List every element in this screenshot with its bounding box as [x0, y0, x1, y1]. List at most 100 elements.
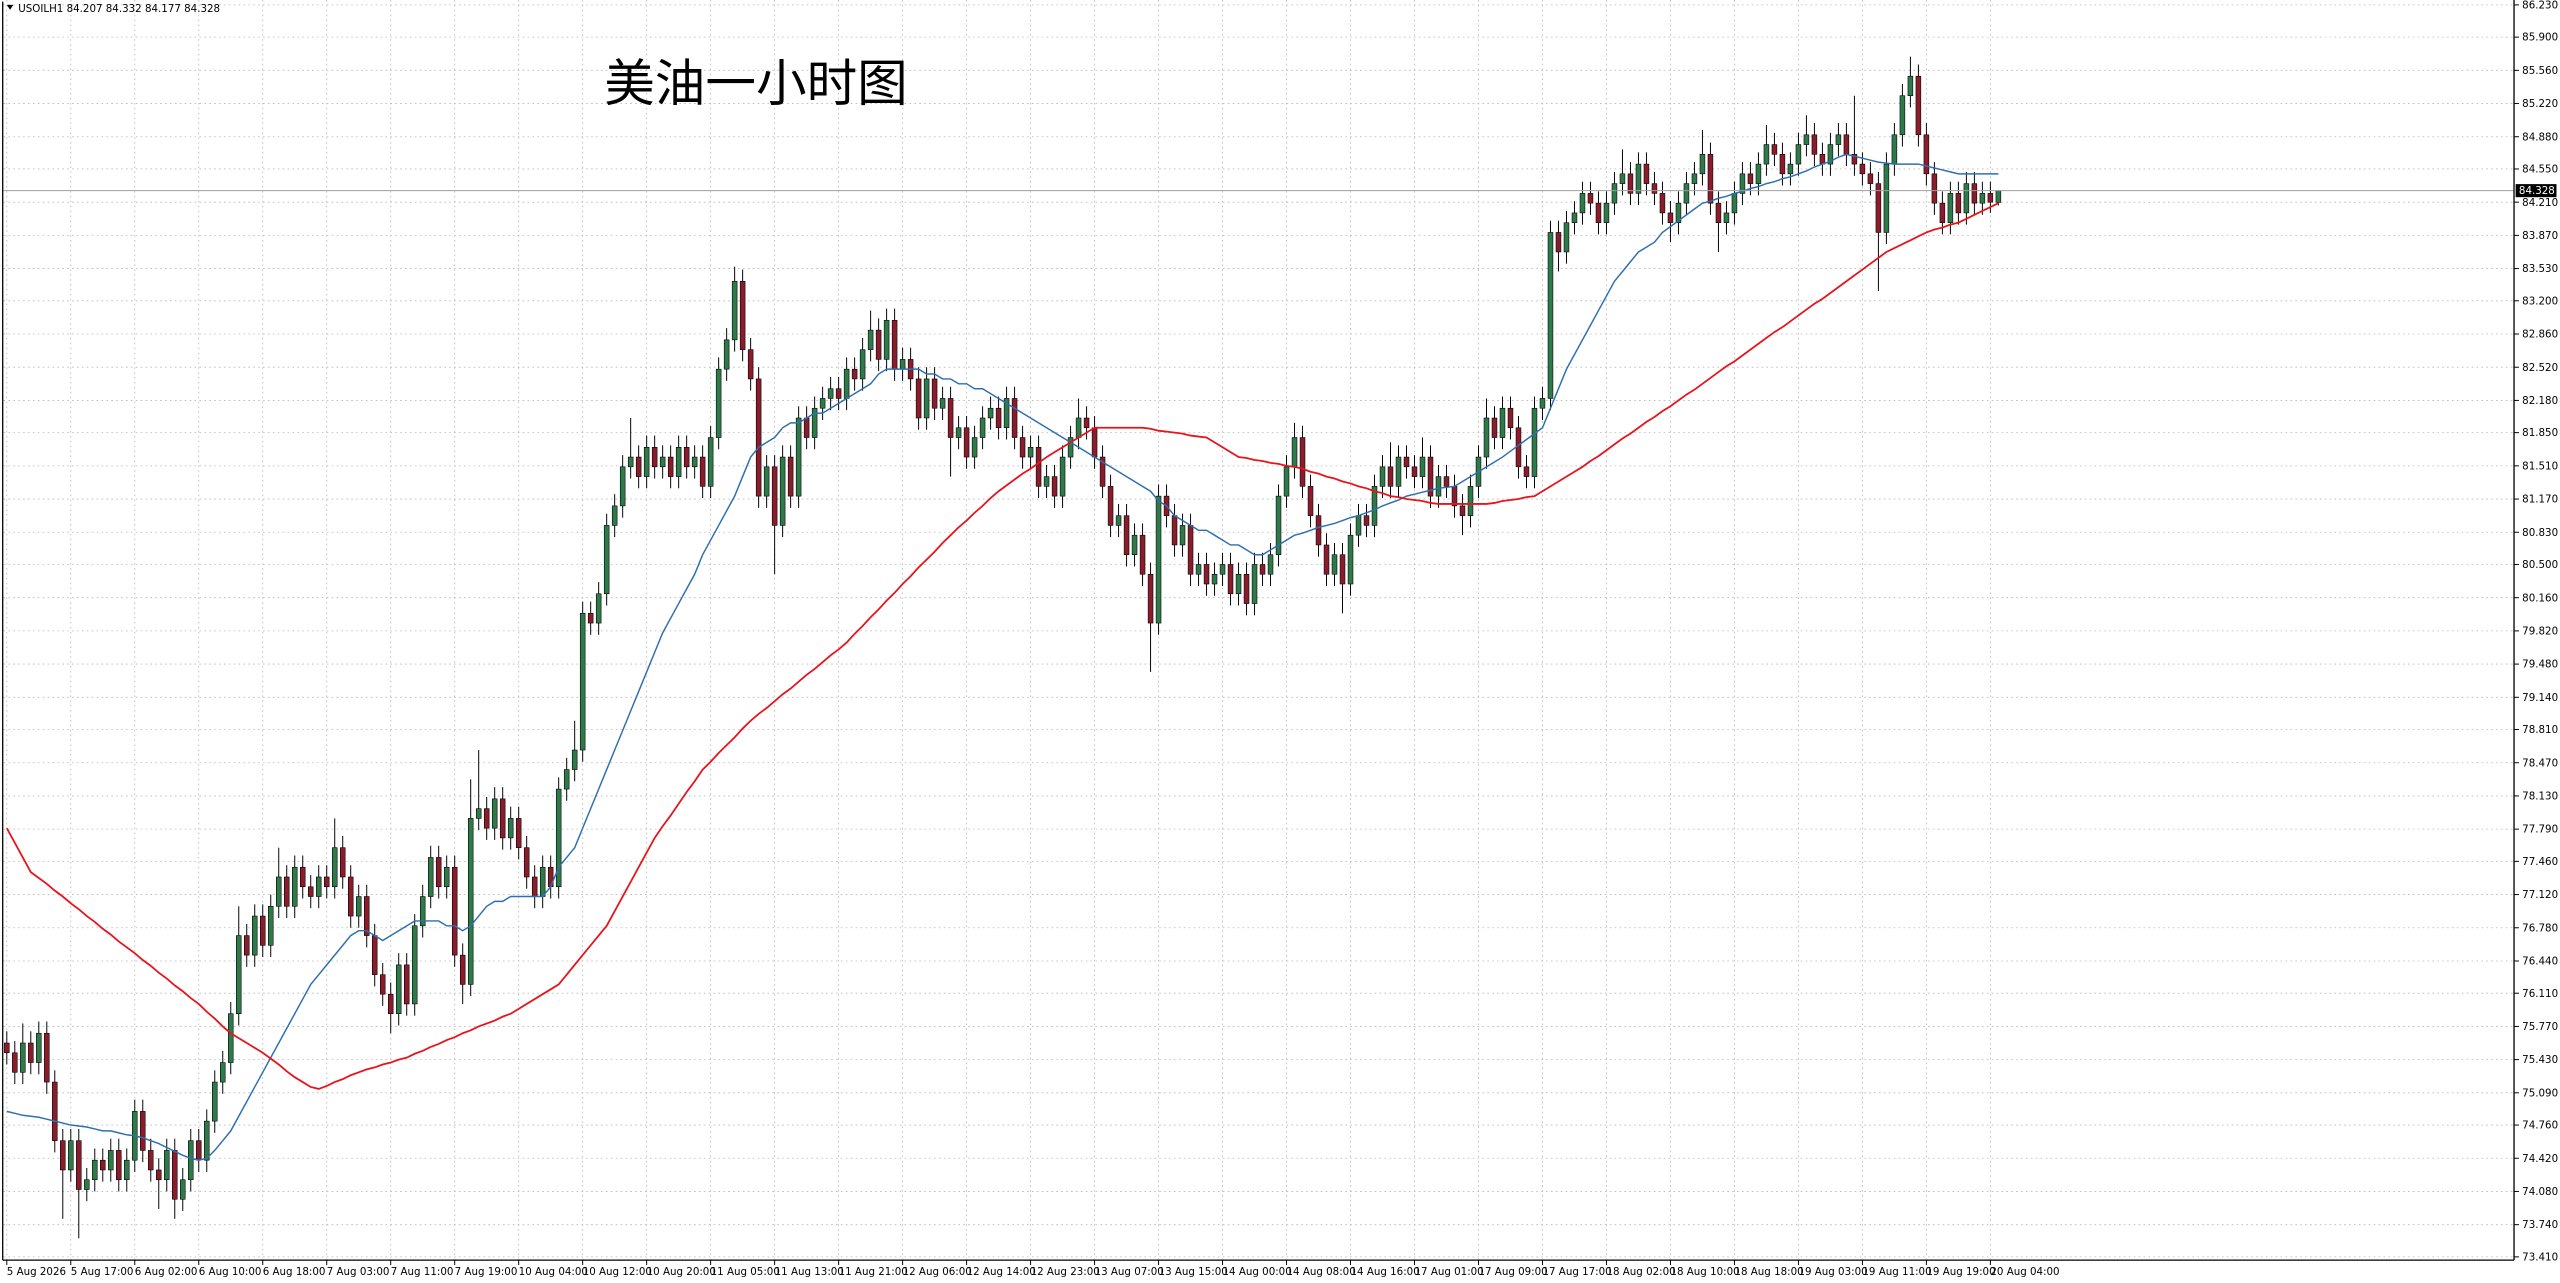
candle-body [1523, 466, 1530, 477]
candle-body [435, 857, 442, 888]
candle-body [1659, 193, 1666, 214]
candle-body [851, 368, 858, 380]
candle-body [1323, 544, 1330, 575]
candle-body [587, 613, 594, 624]
candle-body [1147, 573, 1154, 624]
x-tick-label: 18 Aug 10:00 [1670, 1266, 1739, 1278]
x-tick-label: 17 Aug 17:00 [1542, 1266, 1611, 1278]
candle-body [1747, 173, 1754, 184]
candle-body [1907, 75, 1914, 97]
symbol: USOILH1 [18, 3, 63, 15]
candle-body [1971, 183, 1978, 204]
candle-body [523, 847, 530, 878]
candle-body [515, 818, 522, 848]
close-value: 84.328 [184, 3, 220, 15]
candle-body [220, 1062, 226, 1083]
candle-body [1339, 554, 1346, 585]
candle-body [1483, 417, 1490, 458]
candle-body [1379, 466, 1386, 487]
y-tick-label: 77.790 [2522, 824, 2558, 836]
candle-body [260, 915, 266, 946]
candle-body [723, 339, 730, 370]
current-price-box [2515, 184, 2557, 198]
candle-body [68, 1140, 74, 1171]
candle-body [44, 1032, 50, 1083]
candle-body [451, 866, 458, 956]
candle-body [1755, 163, 1762, 184]
candle-body [1915, 75, 1922, 136]
candle-body [1403, 456, 1410, 468]
y-tick-label: 76.110 [2522, 988, 2558, 1000]
candle-body [763, 466, 770, 497]
x-tick-label: 11 Aug 21:00 [839, 1266, 908, 1278]
candle-body [531, 876, 538, 897]
candle-body [1955, 193, 1962, 214]
candle-body [1107, 486, 1114, 526]
candle-body [771, 466, 778, 526]
candle-body [1819, 154, 1826, 165]
candle-body [180, 1179, 186, 1200]
candle-body [1203, 564, 1210, 585]
candle-body [1443, 476, 1450, 487]
candle-body [1851, 154, 1858, 165]
candle-body [835, 388, 842, 399]
candle-body [667, 456, 674, 477]
candle-body [955, 427, 962, 438]
x-tick-label: 6 Aug 02:00 [135, 1266, 198, 1278]
candle-body [156, 1169, 162, 1181]
y-tick-label: 75.770 [2522, 1021, 2558, 1033]
candle-body [739, 280, 746, 350]
candle-body [36, 1032, 42, 1063]
candle-body [1083, 417, 1090, 429]
candle-body [1939, 202, 1946, 223]
y-tick-label: 79.140 [2522, 692, 2558, 704]
candle-body [691, 456, 698, 468]
candle-body [323, 876, 330, 888]
candle-body [1235, 573, 1242, 595]
candle-body [1899, 95, 1906, 136]
candle-body [715, 368, 722, 438]
candle-body [1539, 398, 1546, 409]
candle-body [299, 866, 306, 888]
candle-body [387, 993, 394, 1014]
candle-body [4, 1042, 10, 1054]
candle-body [963, 427, 970, 458]
candle-body [204, 1120, 210, 1161]
candle-body [1003, 398, 1010, 429]
candle-body [1723, 212, 1730, 223]
y-tick-label: 76.440 [2522, 956, 2558, 968]
candle-body [443, 866, 450, 888]
candle-body [20, 1042, 26, 1073]
candle-body [915, 378, 922, 419]
candle-body [60, 1140, 66, 1171]
candle-body [579, 613, 586, 751]
candle-body [571, 749, 578, 770]
candle-body [1651, 183, 1658, 194]
candle-body [1795, 144, 1802, 165]
candle-body [819, 398, 826, 409]
candle-body [971, 437, 978, 458]
candle-body [1387, 466, 1394, 487]
y-tick-label: 85.900 [2522, 32, 2558, 44]
candle-body [699, 456, 706, 487]
x-tick-label: 7 Aug 11:00 [391, 1266, 454, 1278]
candle-body [140, 1111, 146, 1151]
candle-body [1451, 486, 1458, 507]
candle-body [1563, 222, 1570, 253]
candle-body [1731, 193, 1738, 214]
x-tick-label: 5 Aug 2026 [7, 1266, 66, 1278]
candle-body [52, 1081, 58, 1141]
candle-body [1075, 417, 1082, 438]
x-tick-label: 11 Aug 13:00 [775, 1266, 844, 1278]
candle-body [707, 437, 714, 487]
candle-body [124, 1159, 130, 1181]
candle-body [12, 1052, 18, 1073]
candle-body [196, 1140, 202, 1161]
candle-body [1947, 193, 1954, 223]
x-tick-label: 19 Aug 19:00 [1926, 1266, 1995, 1278]
candle-body [1131, 534, 1138, 556]
x-tick-label: 14 Aug 16:00 [1351, 1266, 1420, 1278]
candle-body [1491, 417, 1498, 438]
candle-body [1683, 183, 1690, 204]
candle-body [1579, 193, 1586, 214]
